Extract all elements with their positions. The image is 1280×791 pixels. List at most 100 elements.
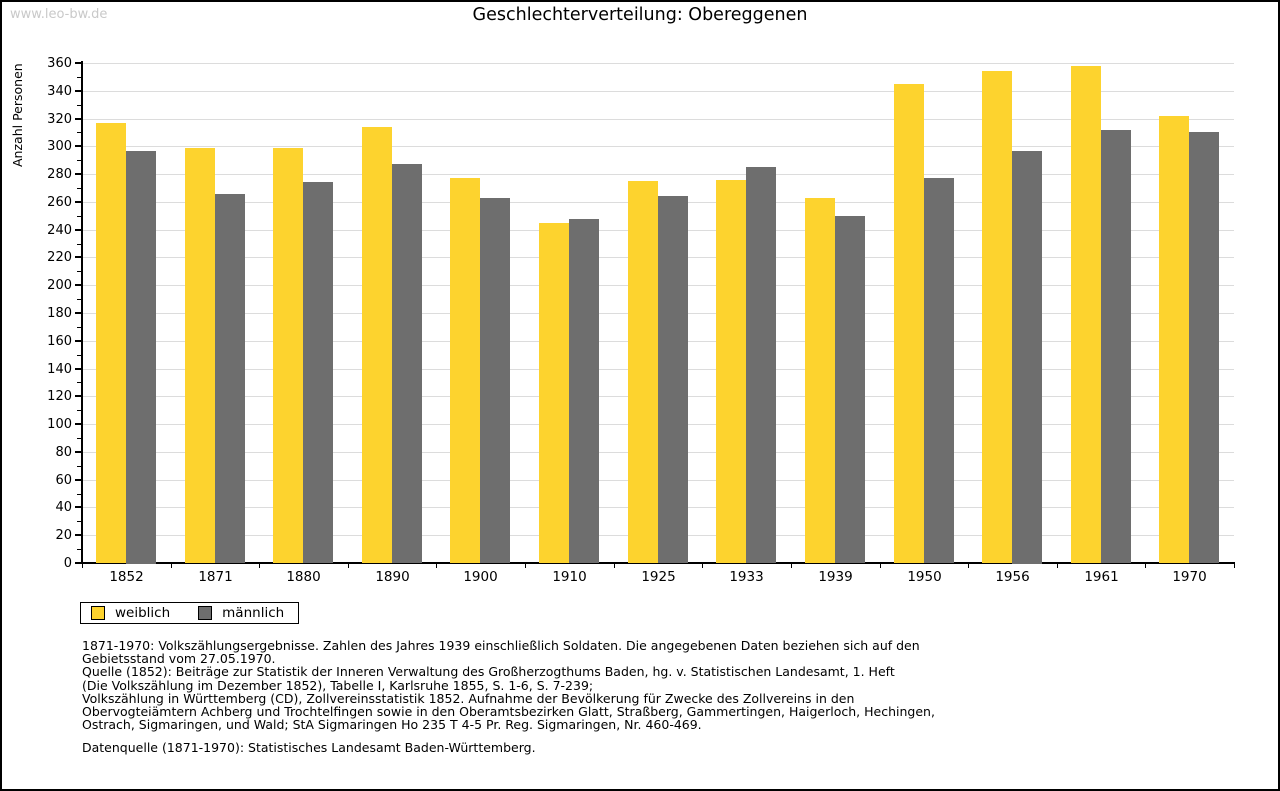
legend: weiblich männlich bbox=[80, 602, 300, 624]
y-tick-label-340: 340 bbox=[47, 84, 72, 99]
bar-maennlich-1852 bbox=[126, 151, 156, 564]
bar-maennlich-1970 bbox=[1189, 132, 1219, 563]
legend-swatch bbox=[198, 606, 213, 620]
y-tick-240 bbox=[75, 229, 81, 231]
bar-weiblich-1956 bbox=[982, 71, 1012, 563]
bar-weiblich-1961 bbox=[1071, 66, 1101, 563]
legend-item-weiblich: weiblich bbox=[91, 605, 170, 621]
footnote-line-3: Quelle (1852): Beiträge zur Statistik de… bbox=[82, 664, 895, 680]
bar-weiblich-1880 bbox=[273, 148, 303, 563]
bar-maennlich-1956 bbox=[1012, 151, 1042, 564]
bar-maennlich-1880 bbox=[303, 182, 333, 563]
gridline-280 bbox=[83, 174, 1234, 175]
x-boundary-tick-0 bbox=[82, 564, 83, 568]
legend-label: männlich bbox=[222, 605, 285, 621]
x-category-label-1933: 1933 bbox=[729, 569, 764, 585]
y-tick-label-120: 120 bbox=[47, 389, 72, 404]
y-tick-label-200: 200 bbox=[47, 278, 72, 293]
footnotes: 1871-1970: Volkszählungsergebnisse. Zahl… bbox=[82, 639, 1232, 755]
bar-weiblich-1900 bbox=[450, 178, 480, 563]
y-tick-label-320: 320 bbox=[47, 112, 72, 127]
y-tick-label-240: 240 bbox=[47, 223, 72, 238]
y-tick-340 bbox=[75, 90, 81, 92]
legend-item-maennlich: männlich bbox=[198, 605, 284, 621]
y-minor-tick-250 bbox=[77, 216, 81, 217]
bar-maennlich-1871 bbox=[215, 194, 245, 563]
y-minor-tick-90 bbox=[77, 438, 81, 439]
y-tick-260 bbox=[75, 201, 81, 203]
x-category-label-1950: 1950 bbox=[907, 569, 942, 585]
y-tick-320 bbox=[75, 118, 81, 120]
footnote-line-1: 1871-1970: Volkszählungsergebnisse. Zahl… bbox=[82, 638, 920, 653]
footnote-line-6: Obervogteiämtern Achberg und Trochtelfin… bbox=[82, 704, 935, 720]
y-tick-label-20: 20 bbox=[55, 528, 72, 543]
x-category-label-1956: 1956 bbox=[995, 569, 1030, 585]
y-minor-tick-350 bbox=[77, 77, 81, 78]
x-axis-line bbox=[81, 562, 1235, 564]
y-minor-tick-10 bbox=[77, 549, 81, 550]
bar-weiblich-1939 bbox=[805, 198, 835, 563]
x-category-label-1910: 1910 bbox=[552, 569, 587, 585]
watermark: www.leo-bw.de bbox=[10, 7, 108, 22]
y-tick-220 bbox=[75, 256, 81, 258]
legend-swatch bbox=[91, 606, 105, 620]
footnote-line-5: Volkszählung in Württemberg (CD), Zollve… bbox=[82, 690, 855, 706]
x-category-label-1871: 1871 bbox=[198, 569, 233, 585]
y-tick-140 bbox=[75, 368, 81, 370]
x-category-label-1970: 1970 bbox=[1172, 569, 1207, 585]
y-minor-tick-210 bbox=[77, 271, 81, 272]
x-boundary-tick-3 bbox=[348, 564, 349, 568]
bar-maennlich-1933 bbox=[746, 167, 776, 563]
bar-maennlich-1925 bbox=[658, 196, 688, 563]
y-tick-60 bbox=[75, 479, 81, 481]
y-minor-tick-50 bbox=[77, 494, 81, 495]
chart-title: Geschlechterverteilung: Obereggenen bbox=[472, 5, 808, 25]
y-tick-label-60: 60 bbox=[55, 473, 72, 488]
gridline-320 bbox=[83, 119, 1234, 120]
x-boundary-tick-11 bbox=[1057, 564, 1058, 568]
y-minor-tick-30 bbox=[77, 521, 81, 522]
bar-maennlich-1910 bbox=[569, 219, 599, 563]
y-tick-200 bbox=[75, 284, 81, 286]
y-tick-label-80: 80 bbox=[55, 445, 72, 460]
y-axis-line bbox=[81, 61, 83, 564]
y-minor-tick-150 bbox=[77, 355, 81, 356]
y-tick-label-180: 180 bbox=[47, 306, 72, 321]
bar-maennlich-1939 bbox=[835, 216, 865, 563]
x-category-label-1925: 1925 bbox=[641, 569, 676, 585]
y-tick-label-160: 160 bbox=[47, 334, 72, 349]
y-tick-label-260: 260 bbox=[47, 195, 72, 210]
bar-weiblich-1910 bbox=[539, 223, 569, 563]
y-tick-360 bbox=[75, 62, 81, 64]
x-boundary-tick-1 bbox=[171, 564, 172, 568]
y-tick-label-300: 300 bbox=[47, 139, 72, 154]
y-tick-label-40: 40 bbox=[55, 500, 72, 515]
x-category-label-1939: 1939 bbox=[818, 569, 853, 585]
y-tick-20 bbox=[75, 534, 81, 536]
bar-maennlich-1961 bbox=[1101, 130, 1131, 563]
bar-weiblich-1890 bbox=[362, 127, 392, 563]
y-tick-label-0: 0 bbox=[63, 556, 72, 571]
x-boundary-tick-10 bbox=[968, 564, 969, 568]
x-boundary-tick-6 bbox=[614, 564, 615, 568]
y-minor-tick-130 bbox=[77, 382, 81, 383]
y-minor-tick-270 bbox=[77, 188, 81, 189]
y-tick-280 bbox=[75, 173, 81, 175]
bar-weiblich-1925 bbox=[628, 181, 658, 563]
x-boundary-tick-12 bbox=[1145, 564, 1146, 568]
x-boundary-tick-13 bbox=[1234, 564, 1235, 568]
y-minor-tick-110 bbox=[77, 410, 81, 411]
y-tick-label-360: 360 bbox=[47, 56, 72, 71]
y-tick-label-220: 220 bbox=[47, 250, 72, 265]
x-category-label-1880: 1880 bbox=[286, 569, 321, 585]
y-minor-tick-310 bbox=[77, 132, 81, 133]
x-boundary-tick-7 bbox=[702, 564, 703, 568]
y-minor-tick-330 bbox=[77, 105, 81, 106]
x-category-label-1890: 1890 bbox=[375, 569, 410, 585]
bar-weiblich-1852 bbox=[96, 123, 126, 563]
gridline-300 bbox=[83, 146, 1234, 147]
y-tick-160 bbox=[75, 340, 81, 342]
legend-label: weiblich bbox=[115, 605, 171, 621]
footnote-line-2: Gebietsstand vom 27.05.1970. bbox=[82, 651, 276, 667]
